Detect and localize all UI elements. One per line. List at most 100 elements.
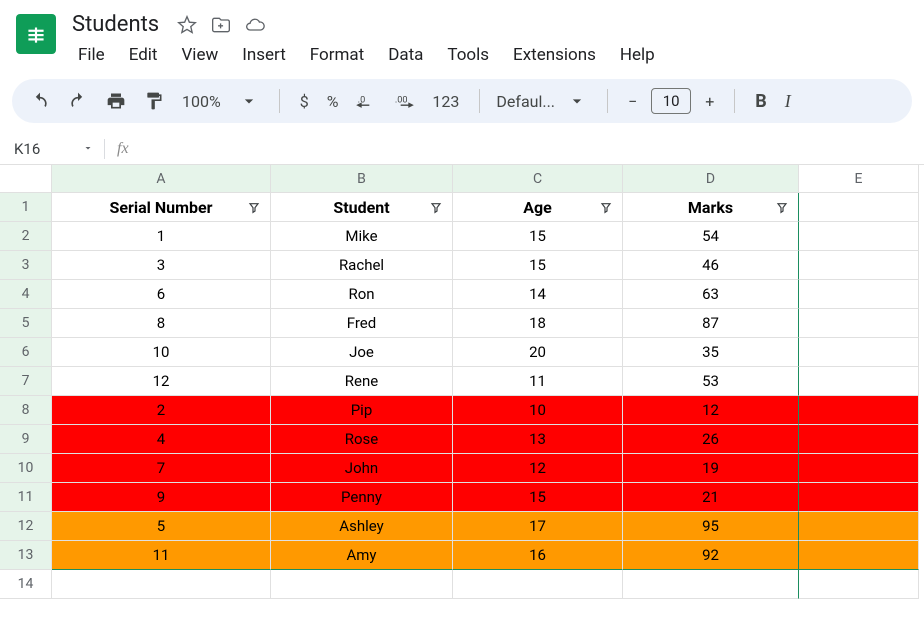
data-cell[interactable]: Rene [271,367,453,396]
empty-cell[interactable] [799,425,919,454]
currency-button[interactable]: $ [296,92,313,111]
data-cell[interactable]: Ashley [271,512,453,541]
row-header[interactable]: 1 [0,193,52,222]
data-cell[interactable]: 15 [453,222,623,251]
data-cell[interactable]: 87 [623,309,799,338]
filter-icon[interactable] [774,199,790,219]
fontsize-increase[interactable]: + [701,92,718,111]
more-formats-button[interactable]: 123 [428,92,463,111]
zoom-chevron-icon[interactable] [235,87,263,115]
data-cell[interactable]: Fred [271,309,453,338]
data-cell[interactable]: 6 [52,280,271,309]
data-cell[interactable] [271,570,453,599]
fontsize-input[interactable]: 10 [651,88,691,114]
data-cell[interactable]: Penny [271,483,453,512]
data-cell[interactable]: 11 [52,541,271,570]
empty-cell[interactable] [799,251,919,280]
italic-button[interactable]: I [781,91,795,112]
row-header[interactable]: 3 [0,251,52,280]
col-header-D[interactable]: D [623,165,799,193]
font-family-dropdown[interactable]: Defaul... [496,92,555,111]
data-cell[interactable]: 26 [623,425,799,454]
undo-button[interactable] [26,87,54,115]
empty-cell[interactable] [799,541,919,570]
data-cell[interactable]: 54 [623,222,799,251]
data-cell[interactable]: 46 [623,251,799,280]
data-cell[interactable]: 11 [453,367,623,396]
data-cell[interactable] [52,570,271,599]
menu-insert[interactable]: Insert [232,41,296,69]
data-cell[interactable]: 18 [453,309,623,338]
zoom-dropdown[interactable]: 100% [178,92,225,111]
menu-extensions[interactable]: Extensions [503,41,606,69]
data-cell[interactable]: Amy [271,541,453,570]
row-header[interactable]: 13 [0,541,52,570]
menu-tools[interactable]: Tools [437,41,499,69]
data-cell[interactable]: 17 [453,512,623,541]
empty-cell[interactable] [799,309,919,338]
formula-bar-input[interactable] [139,140,924,158]
data-cell[interactable]: Pip [271,396,453,425]
increase-decimal-button[interactable]: .00 [390,87,418,115]
data-cell[interactable]: 63 [623,280,799,309]
namebox-chevron-icon[interactable] [82,139,94,158]
col-header-A[interactable]: A [52,165,271,193]
col-header-C[interactable]: C [453,165,623,193]
data-cell[interactable]: 12 [52,367,271,396]
data-cell[interactable]: 16 [453,541,623,570]
empty-cell[interactable] [799,483,919,512]
data-cell[interactable]: 19 [623,454,799,483]
data-cell[interactable]: Ron [271,280,453,309]
data-cell[interactable]: 15 [453,251,623,280]
decrease-decimal-button[interactable]: .0 [352,87,380,115]
data-cell[interactable]: 15 [453,483,623,512]
empty-cell[interactable] [799,367,919,396]
redo-button[interactable] [64,87,92,115]
empty-cell[interactable] [799,454,919,483]
filter-icon[interactable] [428,199,444,219]
data-cell[interactable]: 1 [52,222,271,251]
row-header[interactable]: 8 [0,396,52,425]
data-cell[interactable]: 95 [623,512,799,541]
filter-icon[interactable] [598,199,614,219]
data-cell[interactable]: 12 [623,396,799,425]
empty-cell[interactable] [799,193,919,222]
print-button[interactable] [102,87,130,115]
paint-format-button[interactable] [140,87,168,115]
data-cell[interactable] [623,570,799,599]
name-box[interactable]: K16 [14,140,82,158]
data-cell[interactable]: Joe [271,338,453,367]
row-header[interactable]: 10 [0,454,52,483]
row-header[interactable]: 2 [0,222,52,251]
star-icon[interactable] [177,15,197,35]
empty-cell[interactable] [799,512,919,541]
empty-cell[interactable] [799,570,919,599]
cloud-status-icon[interactable] [245,15,265,35]
data-cell[interactable]: 10 [453,396,623,425]
menu-edit[interactable]: Edit [119,41,168,69]
empty-cell[interactable] [799,222,919,251]
data-cell[interactable]: 4 [52,425,271,454]
sheets-logo[interactable] [16,14,56,54]
header-cell[interactable]: Student [271,193,453,222]
empty-cell[interactable] [799,338,919,367]
data-cell[interactable]: 5 [52,512,271,541]
row-header[interactable]: 6 [0,338,52,367]
col-header-E[interactable]: E [799,165,919,193]
data-cell[interactable]: 21 [623,483,799,512]
row-header[interactable]: 9 [0,425,52,454]
col-header-B[interactable]: B [271,165,453,193]
data-cell[interactable] [453,570,623,599]
font-chevron-icon[interactable] [563,87,591,115]
header-cell[interactable]: Marks [623,193,799,222]
select-all-corner[interactable] [0,165,52,193]
menu-format[interactable]: Format [300,41,374,69]
data-cell[interactable]: 10 [52,338,271,367]
menu-data[interactable]: Data [378,41,433,69]
header-cell[interactable]: Serial Number [52,193,271,222]
menu-view[interactable]: View [171,41,228,69]
row-header[interactable]: 4 [0,280,52,309]
row-header[interactable]: 5 [0,309,52,338]
row-header[interactable]: 14 [0,570,52,599]
data-cell[interactable]: 2 [52,396,271,425]
